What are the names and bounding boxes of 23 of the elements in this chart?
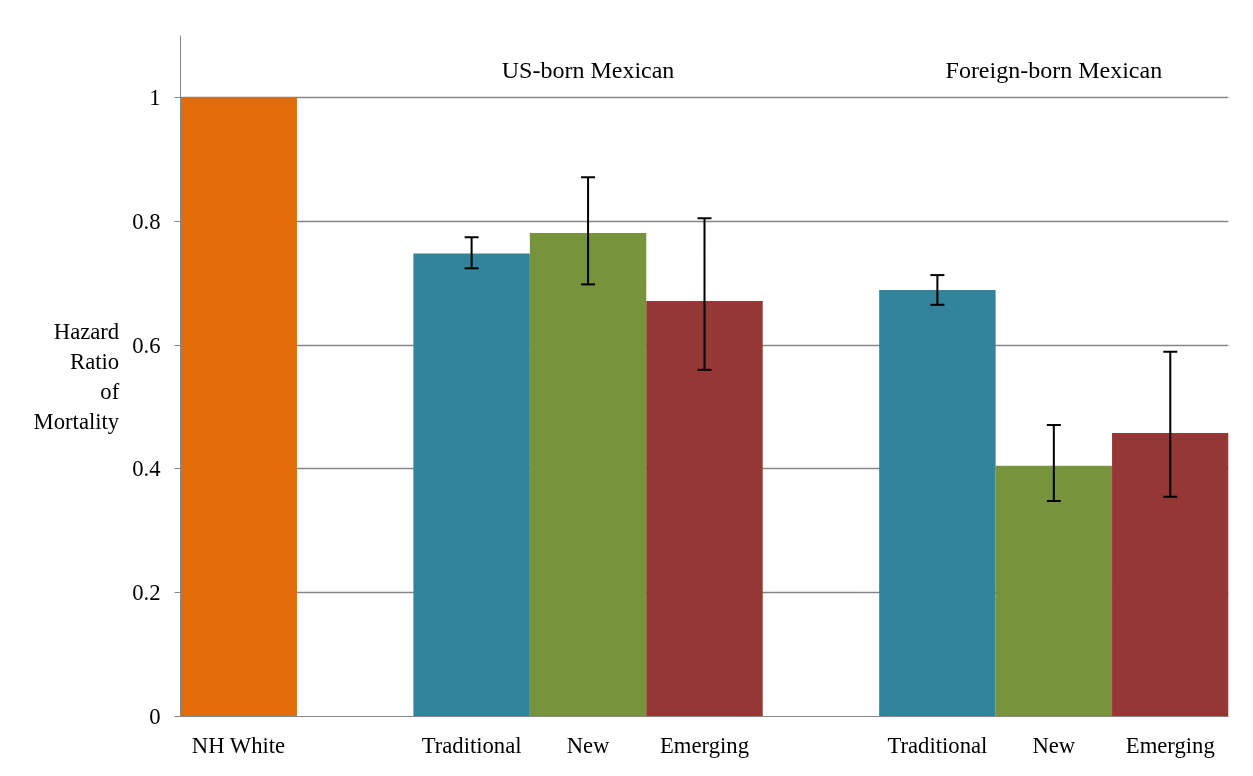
bar [1112,432,1229,717]
x-tick-label: NH White [191,732,286,758]
y-tick-label: 1 [149,84,161,110]
x-tick-label: Emerging [660,732,749,758]
x-tick-label: Emerging [1125,732,1215,758]
y-tick-label: 0 [149,704,161,729]
y-axis-title: Hazard Ratio of Mortality [33,318,120,434]
x-tick-label: Traditional [421,732,522,758]
bar [180,97,297,717]
bar [413,253,530,717]
bar [995,465,1113,717]
y-tick-label: 0.6 [132,332,161,358]
y-tick-label: 0.8 [132,208,161,234]
bar [529,232,647,717]
bar [879,289,996,717]
y-tick-label: 0.4 [132,456,161,482]
x-tick-label: New [1032,732,1076,758]
x-tick-label: Traditional [887,732,988,758]
bar [646,301,763,717]
annotation: Foreign-born Mexican [945,56,1163,83]
x-tick-label: New [566,732,611,758]
y-tick-label: 0.2 [132,580,161,606]
annotation: US-born Mexican [501,56,675,83]
